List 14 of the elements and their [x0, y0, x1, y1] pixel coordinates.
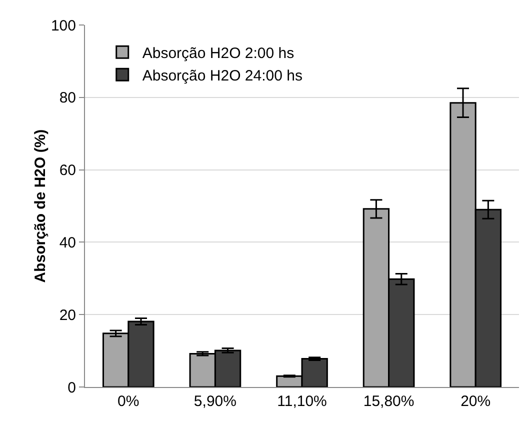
x-tick-label: 11,10%: [277, 393, 327, 410]
x-tick-label: 5,90%: [194, 393, 236, 410]
x-tick-label: 20%: [460, 393, 491, 410]
legend-label: Absorção H2O 2:00 hs: [142, 44, 294, 62]
y-tick-label: 100: [50, 17, 76, 34]
y-tick-label: 80: [59, 90, 76, 107]
x-tick-label: 0%: [118, 393, 140, 410]
y-tick-label: 40: [59, 234, 76, 252]
y-tick-label: 20: [59, 306, 76, 324]
y-tick-label: 0: [68, 379, 76, 396]
y-axis-title: Absorção de H2O (%): [32, 129, 49, 283]
x-tick-label: 15,80%: [363, 393, 414, 410]
legend-label: Absorção H2O 24:00 hs: [142, 67, 302, 84]
y-tick-label: 60: [59, 162, 76, 180]
